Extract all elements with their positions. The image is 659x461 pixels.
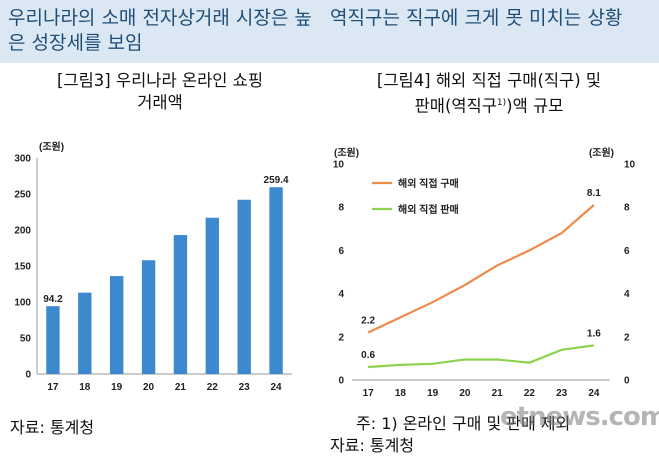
y-tick-label: 0 [25, 370, 31, 381]
right-source: 자료: 통계청 [330, 436, 415, 455]
x-tick-label: 19 [111, 382, 123, 393]
bar [78, 292, 92, 374]
x-tick-label: 23 [239, 382, 251, 393]
x-tick-label: 17 [47, 382, 59, 393]
y-tick-label: 200 [14, 226, 31, 237]
bar [109, 276, 124, 374]
left-source: 자료: 통계청 [10, 418, 95, 437]
right-figure-title: [그림4] 해외 직접 구매(직구) 및 판매(역직구1))액 규모 [328, 70, 650, 118]
y-tick-label: 300 [14, 154, 31, 165]
y-unit-label: (조원) [39, 140, 64, 153]
bar-chart: (조원) 0 50 100 150 200 250 300 17 94.2 18 19 20 21 22 23… [14, 140, 292, 393]
x-tick-label: 19 [427, 388, 439, 399]
bar [237, 199, 251, 374]
legend-label: 해외 직접 판매 [398, 203, 459, 216]
left-figure-title-line1: [그림3] 우리나라 온라인 쇼핑 [56, 71, 264, 90]
data-label: 2.2 [361, 315, 375, 326]
y-tick-label: 100 [14, 298, 31, 309]
y-tick-left: 2 [338, 332, 344, 343]
bar [173, 235, 188, 374]
bar [269, 187, 283, 374]
data-label: 0.6 [361, 350, 375, 361]
right-figure-title-line2: 판매(역직구1))액 규모 [328, 92, 650, 118]
x-tick-label: 21 [492, 388, 504, 399]
x-tick-label: 23 [556, 388, 568, 399]
x-tick-label: 20 [143, 382, 155, 393]
bar [141, 260, 156, 374]
data-label: 94.2 [43, 294, 63, 305]
bar [46, 306, 60, 374]
watermark-text: etnews.com [500, 402, 659, 432]
header-right-text: 역직구는 직구에 크게 못 미치는 상황 [330, 7, 623, 29]
y-tick-right: 10 [624, 160, 636, 171]
data-label: 1.6 [587, 328, 601, 339]
y-tick-right: 0 [624, 376, 630, 387]
x-tick-label: 18 [395, 388, 407, 399]
data-label: 259.4 [264, 175, 289, 186]
x-tick-label: 24 [588, 388, 600, 399]
x-tick-label: 20 [459, 388, 471, 399]
right-title-post: )액 규모 [506, 96, 564, 116]
y-unit-right: (조원) [589, 146, 614, 159]
y-tick-left: 6 [338, 246, 344, 257]
right-title-sup: 1) [496, 98, 507, 108]
x-tick-label: 18 [79, 382, 91, 393]
series-line-buy [367, 204, 595, 334]
x-tick-label: 17 [363, 388, 375, 399]
left-figure-title-line2: 거래액 [137, 93, 183, 112]
y-tick-label: 250 [14, 190, 31, 201]
y-tick-right: 6 [624, 246, 630, 257]
x-tick-label: 24 [271, 382, 283, 393]
data-label: 8.1 [587, 188, 601, 199]
right-note: 주: 1) 온라인 구매 및 판매 제외 [356, 414, 571, 433]
x-tick-label: 21 [175, 382, 187, 393]
legend-label: 해외 직접 구매 [398, 177, 459, 190]
y-tick-label: 50 [20, 334, 32, 345]
y-tick-left: 8 [338, 203, 344, 214]
right-title-pre: 판매(역직구 [414, 96, 497, 116]
series-line-sell [368, 344, 595, 369]
y-tick-left: 4 [338, 289, 344, 300]
y-tick-right: 4 [624, 289, 630, 300]
header-banner: 우리나라의 소매 전자상거래 시장은 높은 성장세를 보임 역직구는 직구에 크… [0, 0, 659, 63]
y-tick-right: 8 [624, 203, 630, 214]
header-left-text: 우리나라의 소매 전자상거래 시장은 높은 성장세를 보임 [8, 7, 312, 54]
bar [205, 217, 220, 374]
y-unit-left: (조원) [334, 146, 359, 159]
x-tick-label: 22 [524, 388, 536, 399]
y-tick-left: 0 [338, 376, 344, 387]
x-tick-label: 22 [207, 382, 219, 393]
y-tick-label: 150 [14, 262, 31, 273]
y-tick-left: 10 [333, 160, 345, 171]
right-figure-title-line1: [그림4] 해외 직접 구매(직구) 및 [376, 71, 602, 90]
y-tick-right: 2 [624, 332, 630, 343]
left-figure-title: [그림3] 우리나라 온라인 쇼핑 거래액 [10, 70, 310, 114]
